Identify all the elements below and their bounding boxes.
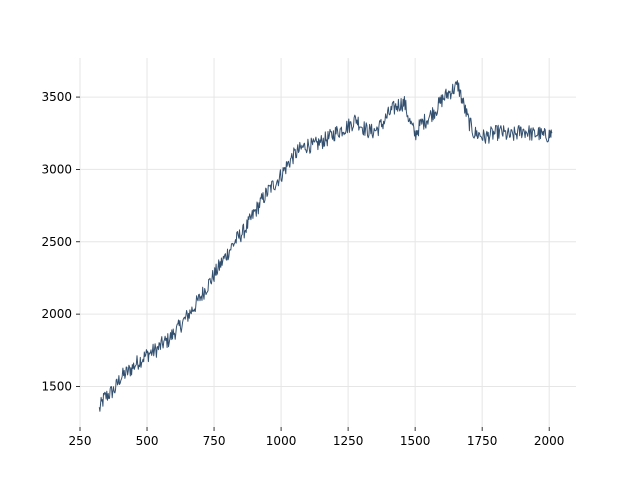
x-tick-label: 1000	[266, 434, 297, 448]
x-tick-label: 500	[136, 434, 159, 448]
y-tick-label: 2500	[41, 235, 72, 249]
x-tick-label: 750	[203, 434, 226, 448]
y-tick-label: 2000	[41, 307, 72, 321]
series-layer	[98, 80, 553, 412]
x-tick-label: 1500	[400, 434, 431, 448]
x-tick-label: 250	[69, 434, 92, 448]
axis-ticks	[76, 96, 550, 431]
y-tick-label: 3500	[41, 90, 72, 104]
grid-lines	[79, 58, 576, 427]
tick-labels: 250 500 750 1000 1250 1500 1750 2000 1500 2000 250…	[41, 90, 564, 448]
y-tick-label: 1500	[41, 379, 72, 393]
x-tick-label: 1250	[333, 434, 364, 448]
y-tick-label: 3000	[41, 162, 72, 176]
series-line	[98, 80, 553, 412]
x-tick-label: 2000	[534, 434, 565, 448]
x-tick-label: 1750	[467, 434, 498, 448]
